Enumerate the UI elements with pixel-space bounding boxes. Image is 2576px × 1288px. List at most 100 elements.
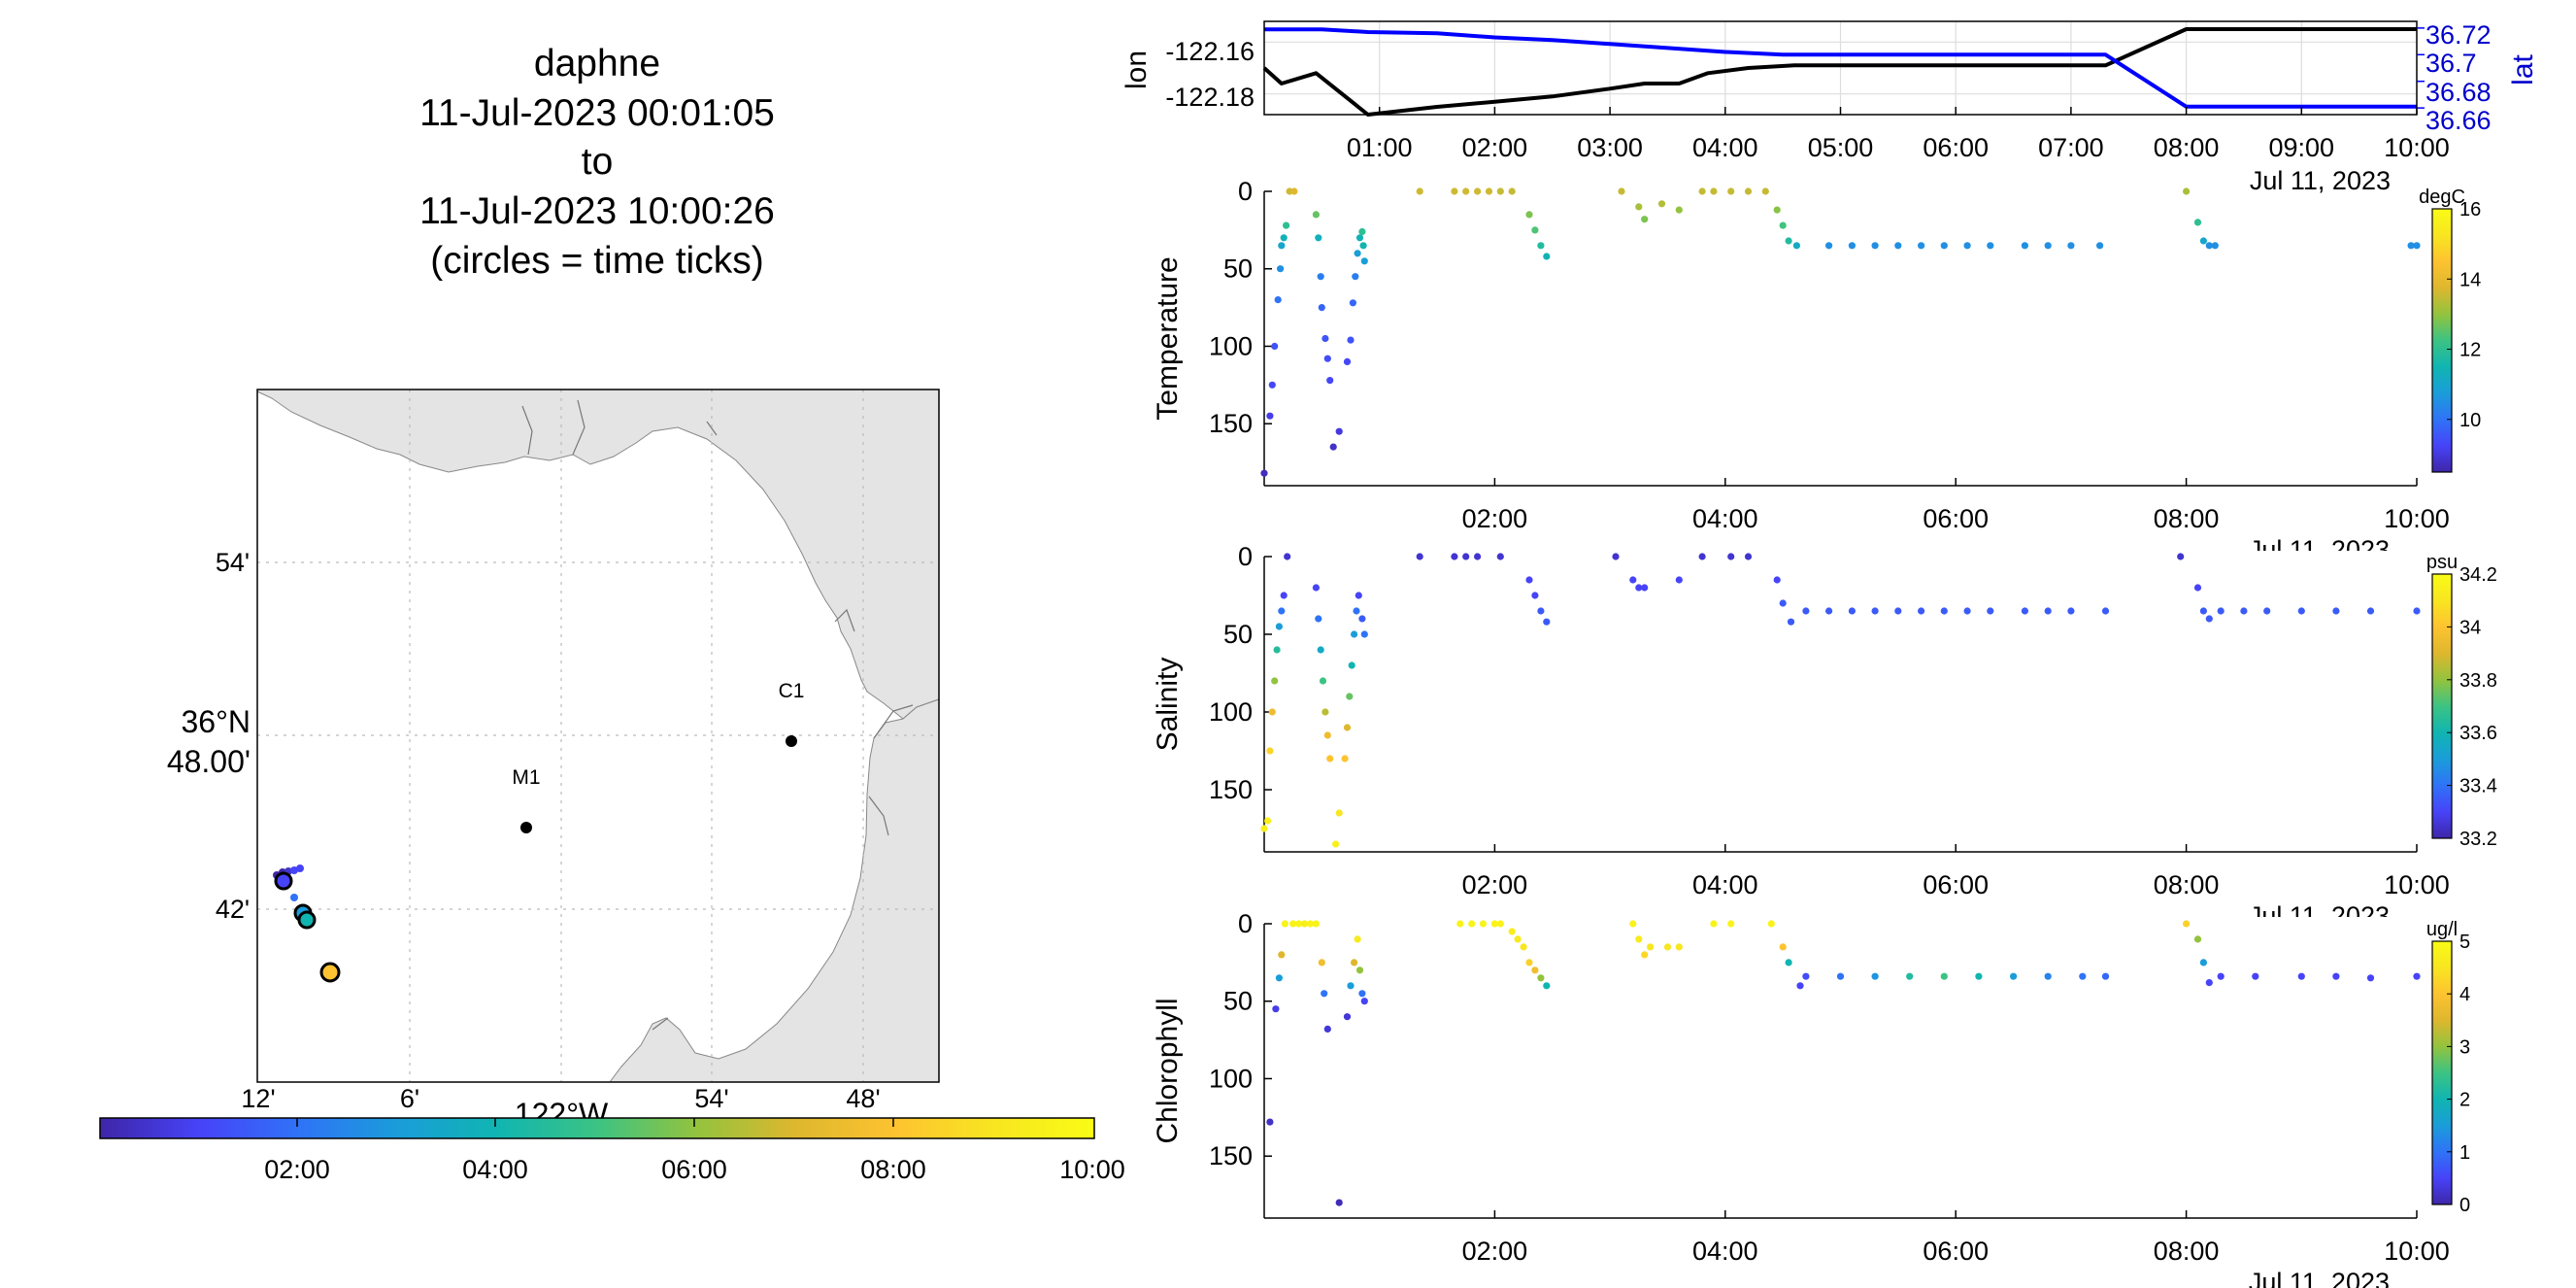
- data-point: [1346, 693, 1354, 700]
- lonlat-x-tick-label: 08:00: [2154, 133, 2220, 162]
- data-point: [2240, 607, 2248, 615]
- data-point: [1940, 242, 1948, 250]
- lat-tick-label: 36.72: [2425, 20, 2492, 50]
- data-point: [1710, 920, 1718, 928]
- data-point: [1635, 935, 1643, 943]
- data-point: [1347, 982, 1355, 990]
- data-point: [1894, 607, 1902, 615]
- station-c1-label: C1: [779, 680, 805, 702]
- data-point: [1280, 234, 1288, 242]
- data-point: [1280, 592, 1288, 599]
- data-point: [1273, 646, 1281, 654]
- data-point: [1300, 920, 1309, 928]
- x-tick-label: 06:00: [1923, 504, 1989, 533]
- data-point: [1537, 974, 1545, 982]
- x-tick-label: 02:00: [1462, 504, 1528, 533]
- data-point: [1321, 990, 1328, 998]
- data-point: [1355, 592, 1362, 599]
- title-line-2: 11-Jul-2023 00:01:05: [419, 92, 775, 134]
- data-point: [1525, 959, 1533, 966]
- data-point: [2193, 584, 2202, 592]
- data-point: [2332, 972, 2340, 980]
- data-point: [1727, 920, 1735, 928]
- data-point: [1355, 966, 1364, 974]
- data-point: [1260, 469, 1268, 477]
- data-point: [2413, 607, 2421, 615]
- data-point: [1271, 342, 1279, 351]
- data-point: [1343, 724, 1352, 731]
- data-point: [2205, 615, 2213, 623]
- x-tick-label: 06:00: [1923, 870, 1989, 899]
- time-colorbar-ticks: [296, 1118, 894, 1127]
- data-point: [1773, 576, 1781, 584]
- data-point: [1675, 943, 1683, 951]
- data-points: [1260, 553, 2421, 848]
- data-point: [1289, 920, 1297, 928]
- data-point: [1275, 974, 1283, 982]
- map-graticule: [257, 390, 939, 1082]
- colorbar: [2431, 940, 2453, 1205]
- data-point: [1479, 920, 1488, 928]
- time-tick-circle: [274, 871, 293, 891]
- data-point: [1647, 943, 1655, 951]
- data-point: [1416, 187, 1423, 195]
- data-point: [1894, 242, 1902, 250]
- data-point: [1496, 553, 1504, 560]
- data-point: [1792, 242, 1800, 250]
- data-point: [1698, 187, 1706, 195]
- data-point: [1727, 553, 1735, 560]
- figure-title: daphne 11-Jul-2023 00:01:05 to 11-Jul-20…: [419, 43, 775, 282]
- data-point: [1351, 959, 1358, 966]
- colorbar-tick-label: 14: [2459, 269, 2481, 290]
- data-point: [1537, 607, 1545, 615]
- data-point: [1744, 553, 1753, 560]
- data-point: [1312, 584, 1320, 592]
- map-lon-label-54: 54': [694, 1084, 728, 1113]
- data-point: [1508, 187, 1516, 195]
- data-point: [1508, 928, 1516, 935]
- colorbar-tick-label: 33.8: [2459, 670, 2497, 692]
- data-point: [1271, 677, 1279, 685]
- data-point: [1779, 221, 1787, 229]
- map-lat-label-36n: 36°N: [182, 704, 251, 739]
- y-tick-label: 100: [1209, 1064, 1253, 1093]
- data-point: [1354, 250, 1361, 257]
- data-point: [1343, 1013, 1352, 1021]
- data-point: [1360, 998, 1368, 1005]
- data-point: [1848, 607, 1856, 615]
- data-point: [1657, 200, 1666, 208]
- data-point: [1641, 951, 1649, 959]
- data-point: [1348, 661, 1355, 669]
- data-point: [1663, 943, 1672, 951]
- data-point: [1963, 607, 1971, 615]
- data-point: [1785, 959, 1792, 966]
- data-point: [1312, 211, 1320, 219]
- data-point: [1260, 825, 1268, 832]
- data-point: [1335, 1199, 1343, 1206]
- lon-tick-label: -122.18: [1165, 83, 1255, 112]
- data-point: [2332, 607, 2340, 615]
- data-point: [2067, 607, 2075, 615]
- data-point: [1543, 982, 1551, 990]
- colorbar-tick-label: 33.6: [2459, 723, 2497, 744]
- lonlat-x-tick-label: 07:00: [2038, 133, 2104, 162]
- x-tick-label: 02:00: [1462, 870, 1528, 899]
- data-point: [2413, 242, 2421, 250]
- data-point: [1485, 187, 1493, 195]
- data-point: [1323, 731, 1331, 739]
- data-point: [2211, 242, 2219, 250]
- data-point: [1825, 242, 1833, 250]
- x-tick-label: 04:00: [1692, 1237, 1758, 1266]
- y-tick-label: 150: [1209, 409, 1253, 438]
- track-point: [290, 894, 298, 901]
- data-point: [2044, 972, 2052, 980]
- data-point: [1940, 972, 1948, 980]
- data-point: [1727, 187, 1735, 195]
- data-point: [1266, 747, 1274, 755]
- data-point: [1306, 920, 1315, 928]
- data-point: [1323, 1025, 1331, 1033]
- data-point: [1341, 755, 1349, 763]
- colorbar: [2431, 208, 2453, 473]
- data-point: [1332, 840, 1340, 848]
